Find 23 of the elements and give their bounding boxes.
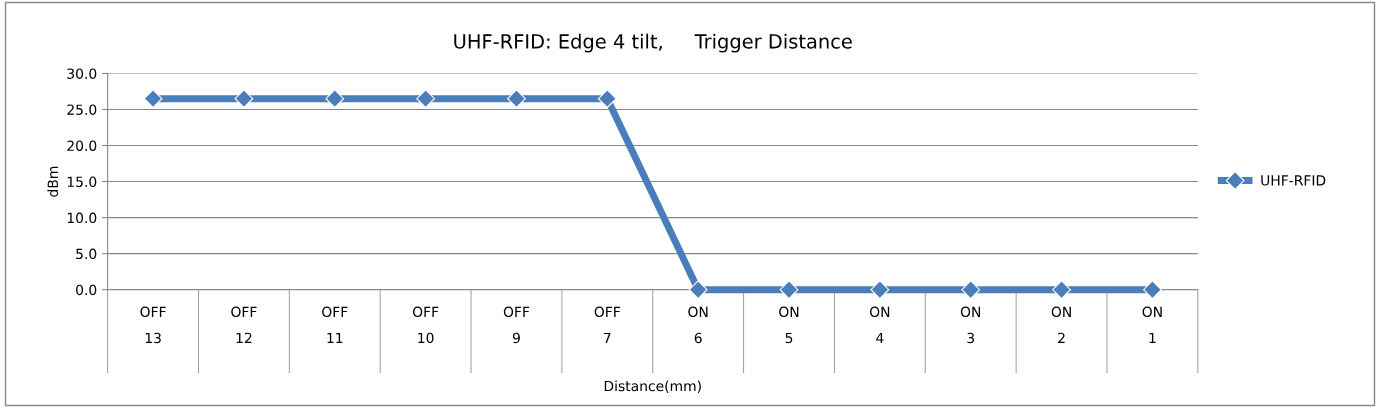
legend-label: UHF-RFID xyxy=(1261,175,1326,186)
x-tick-label: OFF 7 xyxy=(594,306,620,344)
x-tick-label: ON 4 xyxy=(869,306,890,344)
x-tick-label: OFF 13 xyxy=(140,306,166,344)
y-tick-label: 15.0 xyxy=(67,176,97,188)
x-axis-title: Distance(mm) xyxy=(604,380,701,393)
x-tick-label: OFF 12 xyxy=(231,306,257,344)
x-tick-label: ON 2 xyxy=(1051,306,1071,344)
x-tick-label: ON 1 xyxy=(1142,306,1162,344)
y-tick-label: 5.0 xyxy=(76,248,97,260)
y-tick-label: 25.0 xyxy=(67,104,97,115)
x-tick-label: ON 5 xyxy=(779,306,799,344)
x-tick-label: ON 6 xyxy=(688,306,708,344)
x-tick-label: OFF 11 xyxy=(322,306,348,344)
y-tick-label: 0.0 xyxy=(76,284,97,296)
x-tick-label: OFF 10 xyxy=(412,306,439,344)
chart-title: UHF-RFID: Edge 4 tilt, Trigger Distance xyxy=(454,33,852,53)
y-tick-label: 20.0 xyxy=(67,140,97,151)
y-axis-title: dBm xyxy=(47,166,59,197)
y-tick-label: 10.0 xyxy=(67,212,97,224)
x-tick-label: ON 3 xyxy=(960,306,981,344)
x-tick-label: OFF 9 xyxy=(503,306,530,344)
y-tick-label: 30.0 xyxy=(67,68,97,79)
